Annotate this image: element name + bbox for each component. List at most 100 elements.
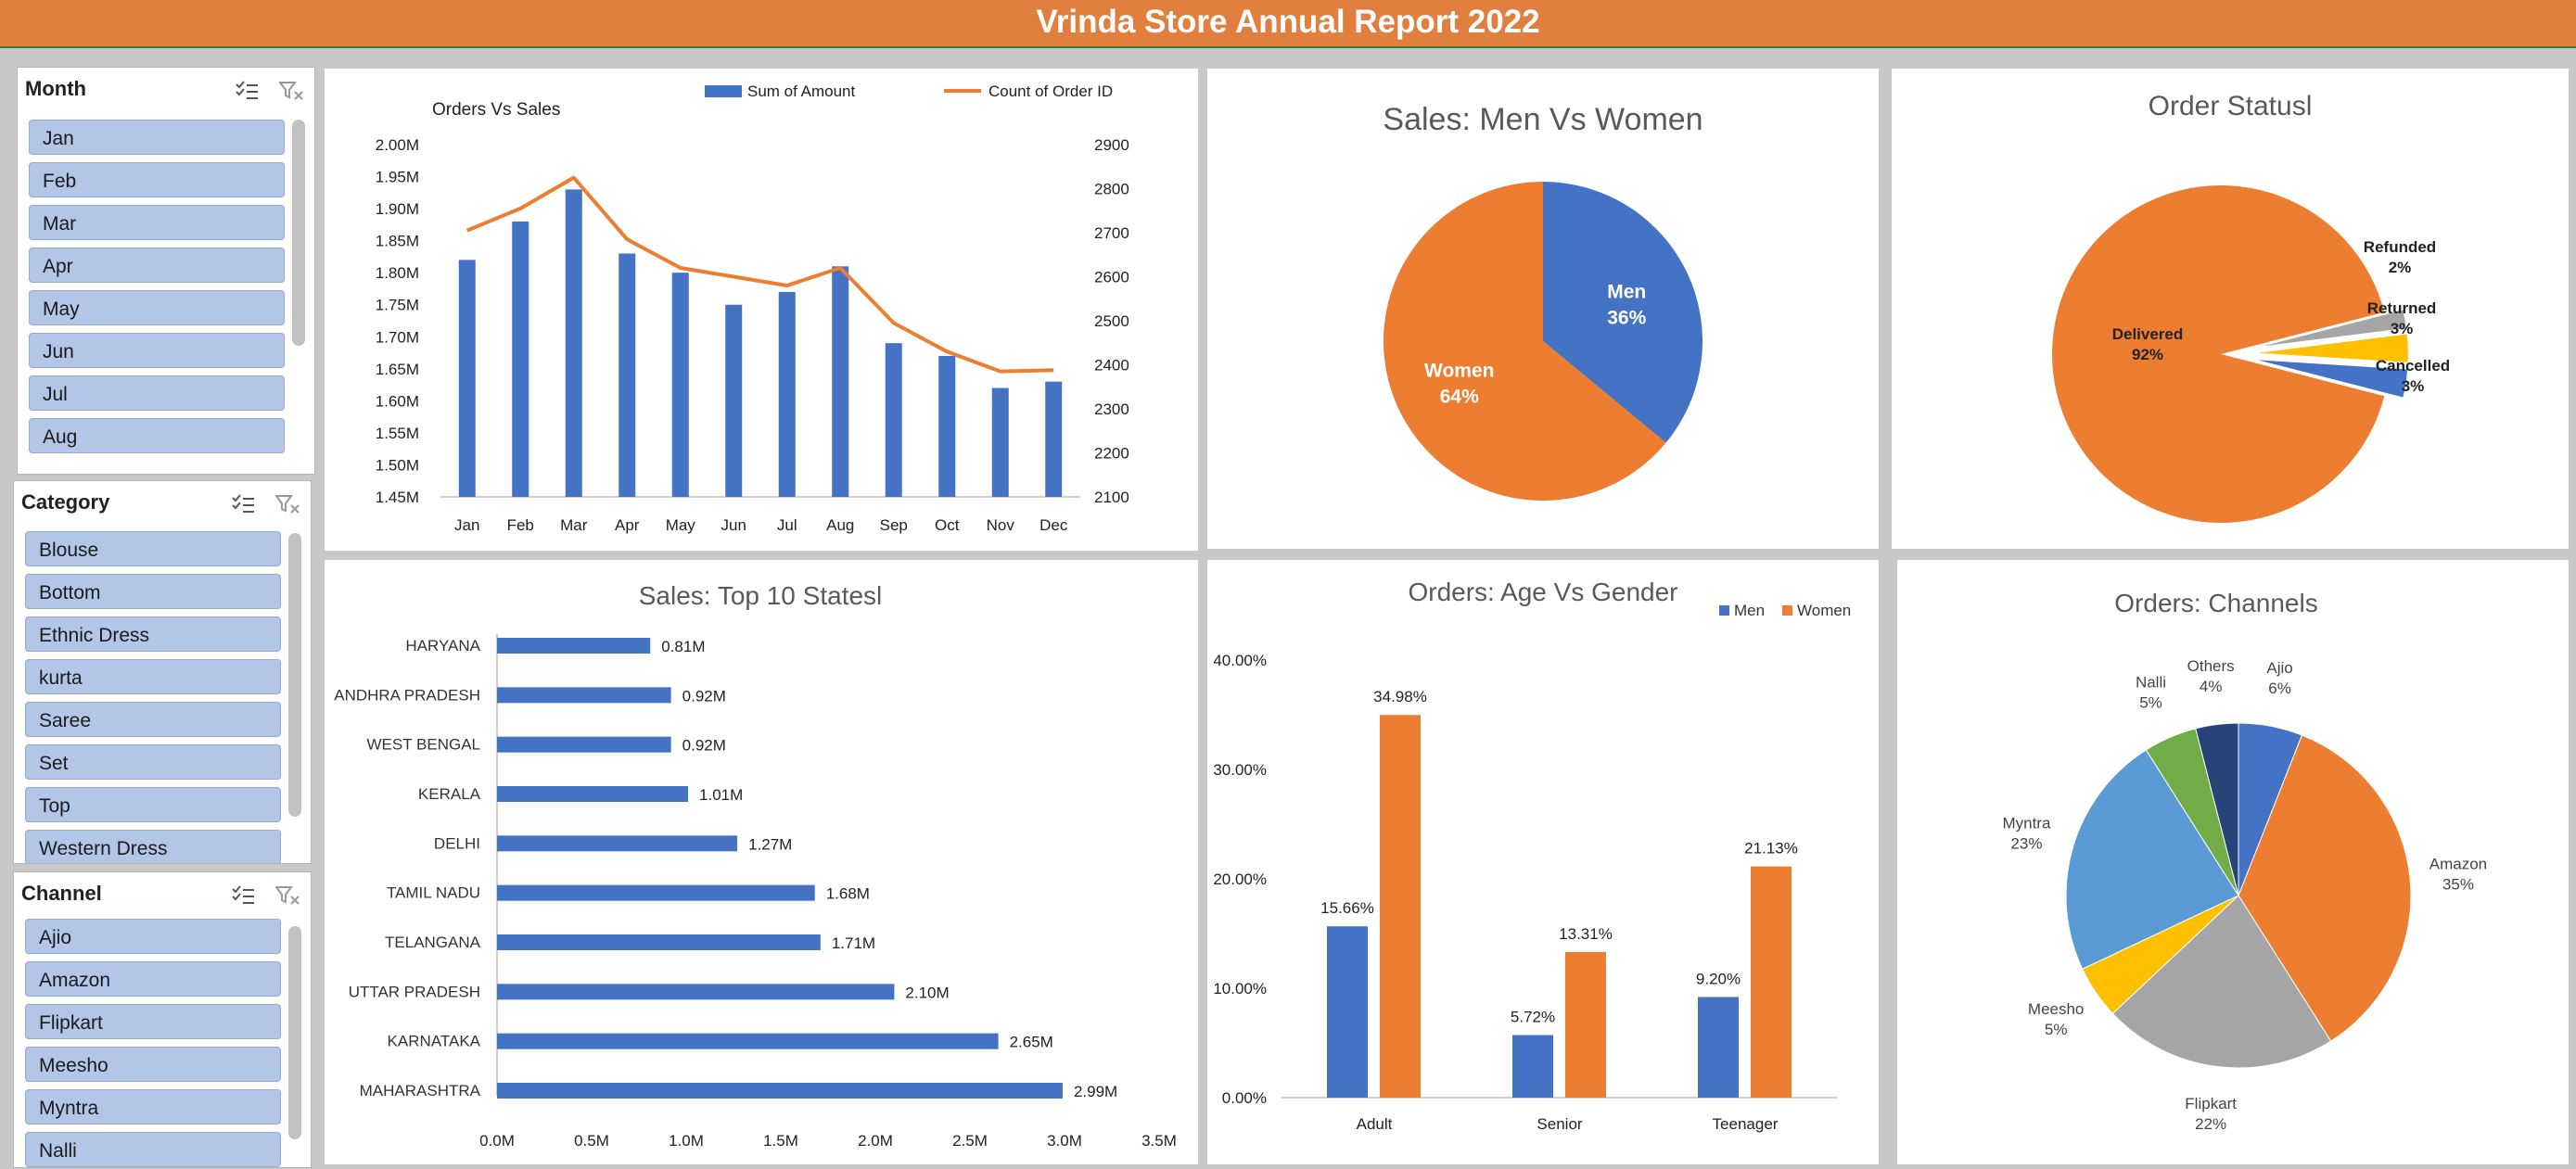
slice-amazon [2238,734,2412,1042]
slicer-item-label: Blouse [39,540,99,561]
slicer-item-western-dress[interactable]: Western Dress [25,830,281,863]
clear-filter-icon[interactable] [279,81,303,101]
multi-select-icon[interactable] [235,81,259,101]
y-tick-label: 1.75M [376,297,419,314]
slicer-item-top[interactable]: Top [25,787,281,822]
data-label: 0.92M [682,687,726,705]
slicer-item-bottom[interactable]: Bottom [25,574,281,609]
y-tick-label: 1.45M [376,489,419,506]
slice-value-label: 3% [2402,377,2425,395]
bar-may [671,273,689,497]
slicer-item-ajio[interactable]: Ajio [25,919,281,954]
slicer-item-label: Top [39,795,70,817]
slice-value-label: 36% [1607,308,1646,329]
y-tick-label: 1.95M [376,169,419,186]
slicer-item-kurta[interactable]: kurta [25,659,281,694]
slicer-item-meesho[interactable]: Meesho [25,1047,281,1082]
y-tick-label: DELHI [434,834,480,852]
slicer-item-apr[interactable]: Apr [29,248,285,283]
y-tick-label: 10.00% [1213,980,1267,997]
slicer-item-jul[interactable]: Jul [29,375,285,411]
multi-select-icon[interactable] [231,885,255,906]
slicer-title: Category [21,490,110,514]
data-label: 2.99M [1074,1083,1117,1100]
y2-tick-label: 2200 [1094,445,1129,463]
y-tick-label: 1.60M [376,392,419,410]
slice-value-label: 5% [2045,1021,2068,1038]
slicer-item-jan[interactable]: Jan [29,120,285,155]
slicer-item-label: kurta [39,667,83,689]
bar-apr [618,253,636,497]
slicer-item-label: Ajio [39,927,72,948]
slicer-item-mar[interactable]: Mar [29,205,285,240]
y2-tick-label: 2700 [1094,224,1129,242]
slice-name-label: Cancelled [2376,357,2450,375]
slicer-item-ethnic-dress[interactable]: Ethnic Dress [25,616,281,652]
bar-jan [458,260,476,497]
slice-value-label: 22% [2195,1115,2226,1133]
slicer-item-flipkart[interactable]: Flipkart [25,1004,281,1039]
x-tick-label: Jul [777,516,797,534]
slice-value-label: 6% [2268,680,2291,697]
y-tick-label: 1.65M [376,361,419,378]
category-slicer[interactable]: Category Blouse Bottom Ethnic Dress kurta Sa… [13,480,312,864]
slice-name-label: Meesho [2028,1000,2084,1018]
legend-label: Count of Order ID [988,83,1113,100]
slicer-item-jun[interactable]: Jun [29,333,285,368]
slice-men [1543,182,1702,443]
slicer-item-blouse[interactable]: Blouse [25,531,281,566]
slicer-item-myntra[interactable]: Myntra [25,1089,281,1125]
slicer-item-aug[interactable]: Aug [29,418,285,453]
slice-myntra [2065,749,2239,970]
bar-telangana [497,934,821,950]
slicer-item-feb[interactable]: Feb [29,162,285,197]
slice-value-label: 2% [2389,259,2412,276]
x-tick-label: Adult [1357,1115,1393,1133]
bar-uttar-pradesh [497,984,895,1000]
y2-tick-label: 2800 [1094,181,1129,198]
y2-tick-label: 2300 [1094,400,1129,418]
clear-filter-icon[interactable] [275,494,300,515]
bar-mar [565,189,582,497]
x-tick-label: Sep [880,516,908,534]
slicer-item-set[interactable]: Set [25,744,281,780]
multi-select-icon[interactable] [231,494,255,515]
bar-tamil-nadu [497,884,815,901]
slicer-item-saree[interactable]: Saree [25,702,281,737]
slicer-scrollbar[interactable] [288,926,301,1139]
slice-delivered [2052,184,2385,523]
x-tick-label: Oct [935,516,960,534]
legend-label: Men [1734,602,1765,619]
bar-teenager-men [1698,997,1739,1098]
slice-flipkart [2111,895,2332,1069]
slicer-item-label: May [43,299,80,320]
channel-slicer[interactable]: Channel Ajio Amazon Flipkart Meesho Myntra Na… [13,871,312,1168]
data-label: 2.10M [905,984,949,1001]
y-tick-label: ANDHRA PRADESH [334,686,480,704]
slicer-item-amazon[interactable]: Amazon [25,961,281,997]
slicer-item-may[interactable]: May [29,290,285,325]
month-slicer[interactable]: Month Jan Feb Mar Apr May Jun Jul Aug [17,67,315,475]
chart-title: Order Statusl [2149,91,2313,121]
y-tick-label: TAMIL NADU [387,884,480,902]
bar-senior-women [1565,951,1606,1098]
x-tick-label: 1.0M [669,1132,704,1150]
slicer-header: Channel [14,872,311,919]
slicer-item-label: Set [39,753,69,774]
slicer-item-label: Amazon [39,970,111,991]
slicer-item-label: Mar [43,213,77,235]
clear-filter-icon[interactable] [275,885,300,906]
y2-tick-label: 2400 [1094,357,1129,375]
channels-panel: Orders: Channels Ajio 6% Amazon 35% Flipkart 2… [1897,560,2569,1164]
y-tick-label: UTTAR PRADESH [349,983,480,1000]
slicer-scrollbar[interactable] [292,120,305,346]
x-tick-label: 3.0M [1047,1132,1082,1150]
bar-west-bengal [497,736,671,753]
slicer-item-nalli[interactable]: Nalli [25,1132,281,1167]
slice-cancelled [2248,357,2410,400]
slicer-item-label: Flipkart [39,1012,103,1034]
x-tick-label: Dec [1039,516,1068,534]
slicer-scrollbar[interactable] [288,533,301,817]
x-tick-label: 2.0M [858,1132,893,1150]
data-label: 1.01M [699,786,743,804]
